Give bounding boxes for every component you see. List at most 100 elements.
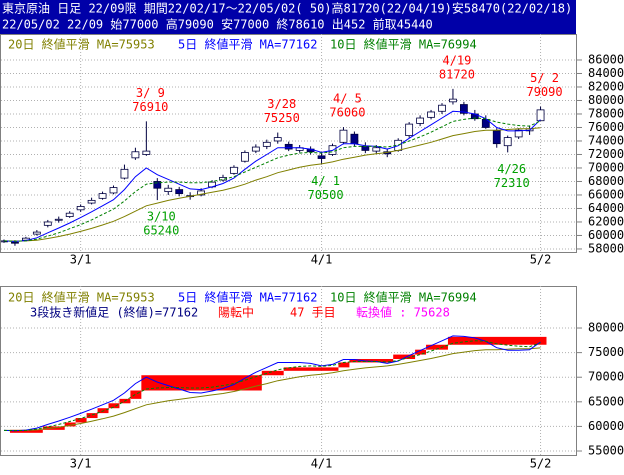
ma-line: [4, 347, 541, 431]
high-value: 81720: [439, 67, 475, 81]
y-tick-label: 86000: [588, 52, 624, 66]
candle-body: [438, 104, 446, 112]
brick: [64, 422, 76, 427]
y-tick-label: 75000: [588, 345, 624, 359]
plot: [3, 335, 547, 433]
y-tick-label: 76000: [588, 120, 624, 134]
y-tick-label: 80000: [588, 321, 624, 335]
plot: [1, 88, 545, 246]
candle-body: [339, 129, 348, 143]
x-tick-label: 3/1: [70, 253, 92, 267]
x-tick-label: 5/2: [530, 253, 552, 267]
info-text: 47 手目: [290, 306, 336, 320]
brick: [283, 367, 339, 371]
info-text: 3段抜き新値足 (終値)=77162: [30, 305, 198, 320]
low-value: 65240: [143, 224, 179, 238]
high-value: 75250: [264, 111, 300, 125]
high-date: 4/19: [442, 53, 471, 67]
candle-body: [481, 118, 490, 128]
high-value: 76060: [329, 106, 365, 120]
brick: [9, 429, 43, 433]
ma-line: [3, 340, 541, 432]
brick: [415, 349, 427, 355]
candle-body: [416, 117, 425, 124]
ma-line: [3, 110, 541, 243]
y-tick-label: 66000: [588, 187, 624, 201]
candle-body: [262, 141, 271, 147]
y-tick-label: 64000: [588, 201, 624, 215]
high-date: 3/ 9: [136, 86, 165, 100]
candle-body: [11, 241, 19, 244]
legend-entry: 20日 終値平滑 MA=75953: [8, 290, 155, 305]
candle-body: [175, 189, 184, 195]
y-tick-label: 80000: [588, 93, 624, 107]
info-text: 転換値 : 75628: [356, 305, 450, 320]
header-bar: [0, 0, 576, 34]
candle-body: [317, 155, 326, 159]
high-date: 4/ 5: [333, 92, 362, 106]
low-value: 70500: [307, 188, 343, 202]
brick: [261, 370, 284, 376]
header-line: 22/05/02 22/09 始77000 高79090 安77000 終786…: [2, 17, 433, 32]
brick: [108, 403, 120, 409]
y-tick-label: 78000: [588, 106, 624, 120]
ma-line: [3, 335, 541, 432]
panel-frame: [0, 34, 577, 253]
candle-body: [98, 193, 107, 199]
candle-body: [142, 150, 151, 155]
y-tick-label: 74000: [588, 133, 624, 147]
candle-body: [503, 137, 512, 147]
low-date: 4/26: [497, 162, 526, 176]
legend-entry: 10日 終値平滑 MA=76994: [330, 37, 477, 52]
legend-entry: 20日 終値平滑 MA=75953: [8, 37, 155, 52]
candle-body: [43, 221, 52, 226]
candle-body: [32, 231, 41, 235]
brick: [393, 354, 416, 360]
candle-body: [514, 129, 523, 138]
candle-body: [54, 218, 63, 221]
high-date: 3/28: [267, 97, 296, 111]
candle-body: [109, 187, 118, 194]
ma-line: [3, 127, 541, 242]
brick: [75, 418, 87, 423]
legend-entry: 5日 終値平滑 MA=77162: [178, 37, 317, 52]
x-tick-label: 4/1: [311, 457, 333, 471]
y-tick-label: 60000: [588, 419, 624, 433]
brick: [86, 413, 98, 419]
candle-body: [459, 104, 468, 114]
high-value: 76910: [132, 100, 168, 114]
candle-body: [164, 187, 173, 192]
candle-body: [76, 206, 85, 211]
low-date: 4/ 1: [311, 174, 340, 188]
y-tick-label: 58000: [588, 241, 624, 255]
y-tick-label: 55000: [588, 444, 624, 458]
ma-line: [3, 117, 541, 242]
x-tick-label: 4/1: [311, 253, 333, 267]
high-date: 5/ 2: [530, 71, 559, 85]
candle-body: [405, 123, 414, 136]
candle-body: [284, 143, 293, 150]
candle-body: [230, 166, 238, 174]
candle-body: [273, 137, 282, 142]
candle-body: [361, 145, 370, 151]
x-tick-label: 5/2: [530, 457, 552, 471]
header-line: 東京原油 日足 22/09限 期間22/02/17～22/05/02( 50)高…: [2, 1, 572, 16]
low-value: 72310: [494, 176, 530, 190]
candle-body: [120, 168, 129, 179]
brick: [130, 390, 142, 399]
y-tick-label: 70000: [588, 160, 624, 174]
y-tick-label: 84000: [588, 66, 624, 80]
candle-body: [87, 199, 96, 204]
high-value: 79090: [526, 85, 562, 99]
y-tick-label: 70000: [588, 370, 624, 384]
candle-body: [427, 111, 435, 118]
candle-body: [131, 151, 140, 159]
candle-body: [251, 146, 260, 152]
y-tick-label: 60000: [588, 228, 624, 242]
info-text: 陽転中: [218, 305, 254, 320]
brick: [426, 344, 448, 350]
panel-frame: [0, 286, 577, 456]
legend-entry: 5日 終値平滑 MA=77162: [178, 290, 317, 305]
candle-body: [536, 109, 545, 122]
